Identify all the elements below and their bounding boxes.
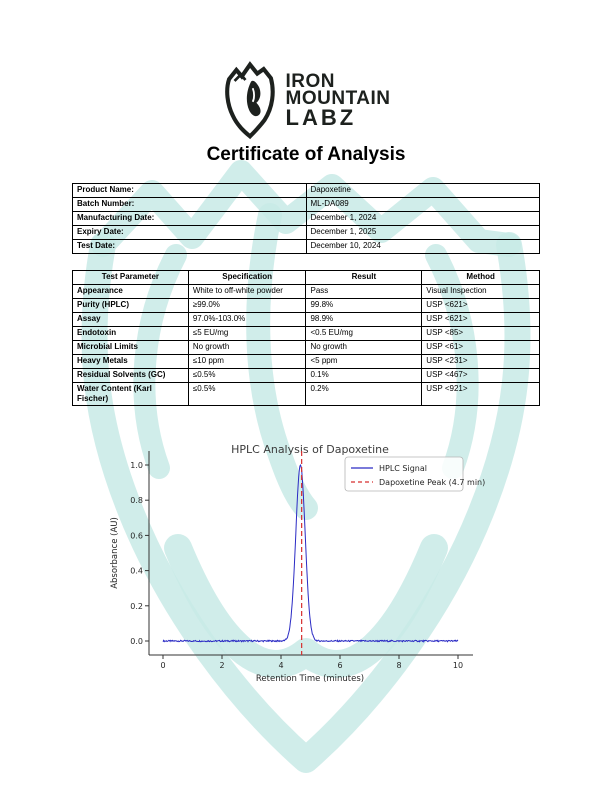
- watermark-stroke: [164, 534, 448, 678]
- x-tick-label: 8: [396, 661, 401, 670]
- result-parameter: Residual Solvents (GC): [72, 368, 189, 383]
- logo-word-labz: LABZ: [285, 105, 357, 130]
- result-cell: 98.9%: [305, 312, 423, 327]
- results-row: Microbial Limits No growth No growth USP <6…: [72, 340, 540, 355]
- result-cell: USP <85>: [421, 326, 540, 341]
- results-header-cell: Specification: [187, 270, 307, 285]
- result-cell: No growth: [305, 340, 423, 355]
- result-parameter: Water Content (Karl Fischer): [72, 382, 189, 406]
- y-tick-label: 0.8: [130, 496, 143, 505]
- result-cell: 97.0%-103.0%: [187, 312, 307, 327]
- result-cell: 99.8%: [305, 298, 423, 313]
- logo-word-mountain: MOUNTAIN: [285, 88, 391, 109]
- results-row: Endotoxin ≤5 EU/mg <0.5 EU/mg USP <85>: [72, 326, 540, 341]
- watermark-stroke: [81, 232, 531, 773]
- results-header-row: Test Parameter Specification Result Method: [72, 270, 540, 285]
- result-parameter: Appearance: [72, 284, 189, 299]
- result-cell: <0.5 EU/mg: [305, 326, 423, 341]
- info-row: Expiry Date: December 1, 2025: [72, 225, 540, 240]
- result-parameter: Endotoxin: [72, 326, 189, 341]
- result-cell: ≤10 ppm: [187, 354, 307, 369]
- result-cell: <5 ppm: [305, 354, 423, 369]
- y-tick-label: 0.0: [130, 637, 143, 646]
- info-value: December 1, 2025: [305, 225, 540, 240]
- result-cell: 0.2%: [305, 382, 423, 406]
- results-row: Assay 97.0%-103.0% 98.9% USP <621>: [72, 312, 540, 327]
- info-row: Batch Number: ML-DA089: [72, 197, 540, 212]
- result-cell: USP <621>: [421, 298, 540, 313]
- mountain-shield-logo-icon: [224, 61, 275, 140]
- result-cell: USP <61>: [421, 340, 540, 355]
- result-parameter: Heavy Metals: [72, 354, 189, 369]
- result-cell: No growth: [187, 340, 307, 355]
- results-header-cell: Method: [421, 270, 540, 285]
- results-row: Water Content (Karl Fischer) ≤0.5% 0.2% USP…: [72, 382, 540, 406]
- x-tick-label: 2: [219, 661, 224, 670]
- result-cell: 0.1%: [305, 368, 423, 383]
- legend-hplc-label: HPLC Signal: [379, 464, 427, 473]
- result-parameter: Microbial Limits: [72, 340, 189, 355]
- hplc-signal-line: [162, 464, 459, 643]
- result-cell: Visual Inspection: [421, 284, 540, 299]
- results-header-cell: Result: [305, 270, 423, 285]
- info-row: Manufacturing Date: December 1, 2024: [72, 211, 540, 226]
- info-row: Product Name: Dapoxetine: [72, 183, 540, 198]
- info-value: ML-DA089: [305, 197, 540, 212]
- test-results-table: Test Parameter Specification Result Method …: [72, 270, 540, 406]
- result-parameter: Assay: [72, 312, 189, 327]
- result-cell: ≤0.5%: [187, 382, 307, 406]
- logo-wordmark: IRON MOUNTAIN LABZ: [285, 71, 391, 130]
- result-cell: ≥99.0%: [187, 298, 307, 313]
- result-cell: ≤0.5%: [187, 368, 307, 383]
- info-label: Manufacturing Date:: [72, 211, 307, 226]
- info-row: Test Date: December 10, 2024: [72, 239, 540, 254]
- y-tick-label: 0.6: [130, 531, 143, 540]
- results-header-cell: Test Parameter: [72, 270, 189, 285]
- info-value: December 1, 2024: [305, 211, 540, 226]
- results-row: Appearance White to off-white powder Pass V…: [72, 284, 540, 299]
- results-row: Purity (HPLC) ≥99.0% 99.8% USP <621>: [72, 298, 540, 313]
- page-title: Certificate of Analysis: [206, 144, 406, 165]
- y-tick-label: 1.0: [130, 461, 143, 470]
- info-label: Batch Number:: [72, 197, 307, 212]
- x-axis-label: Retention Time (minutes): [256, 674, 364, 684]
- results-row: Heavy Metals ≤10 ppm <5 ppm USP <231>: [72, 354, 540, 369]
- x-tick-label: 10: [453, 661, 463, 670]
- info-label: Product Name:: [72, 183, 307, 198]
- info-value: Dapoxetine: [305, 183, 540, 198]
- results-row: Residual Solvents (GC) ≤0.5% 0.1% USP <467>: [72, 368, 540, 383]
- info-label: Test Date:: [72, 239, 307, 254]
- info-value: December 10, 2024: [305, 239, 540, 254]
- result-parameter: Purity (HPLC): [72, 298, 189, 313]
- result-cell: Pass: [305, 284, 423, 299]
- logo-word-iron: IRON: [285, 71, 336, 92]
- logo: IRON MOUNTAIN LABZ: [0, 60, 612, 140]
- y-axis-label: Absorbance (AU): [110, 517, 120, 589]
- result-cell: USP <231>: [421, 354, 540, 369]
- result-cell: ≤5 EU/mg: [187, 326, 307, 341]
- x-tick-label: 6: [337, 661, 342, 670]
- x-tick-label: 0: [160, 661, 165, 670]
- chart-title: HPLC Analysis of Dapoxetine: [231, 443, 389, 456]
- info-label: Expiry Date:: [72, 225, 307, 240]
- result-cell: USP <921>: [421, 382, 540, 406]
- legend-peak-label: Dapoxetine Peak (4.7 min): [379, 478, 485, 487]
- result-cell: USP <467>: [421, 368, 540, 383]
- y-tick-label: 0.2: [130, 602, 143, 611]
- y-tick-label: 0.4: [130, 567, 143, 576]
- result-cell: White to off-white powder: [187, 284, 307, 299]
- result-cell: USP <621>: [421, 312, 540, 327]
- hplc-chromatogram-chart: HPLC Analysis of Dapoxetine 0.0 0.2 0.4 0.6 0…: [110, 443, 485, 684]
- product-info-table: Product Name: Dapoxetine Batch Number: ML-D…: [72, 183, 540, 254]
- chart-legend-box: [344, 456, 464, 492]
- x-tick-label: 4: [278, 661, 283, 670]
